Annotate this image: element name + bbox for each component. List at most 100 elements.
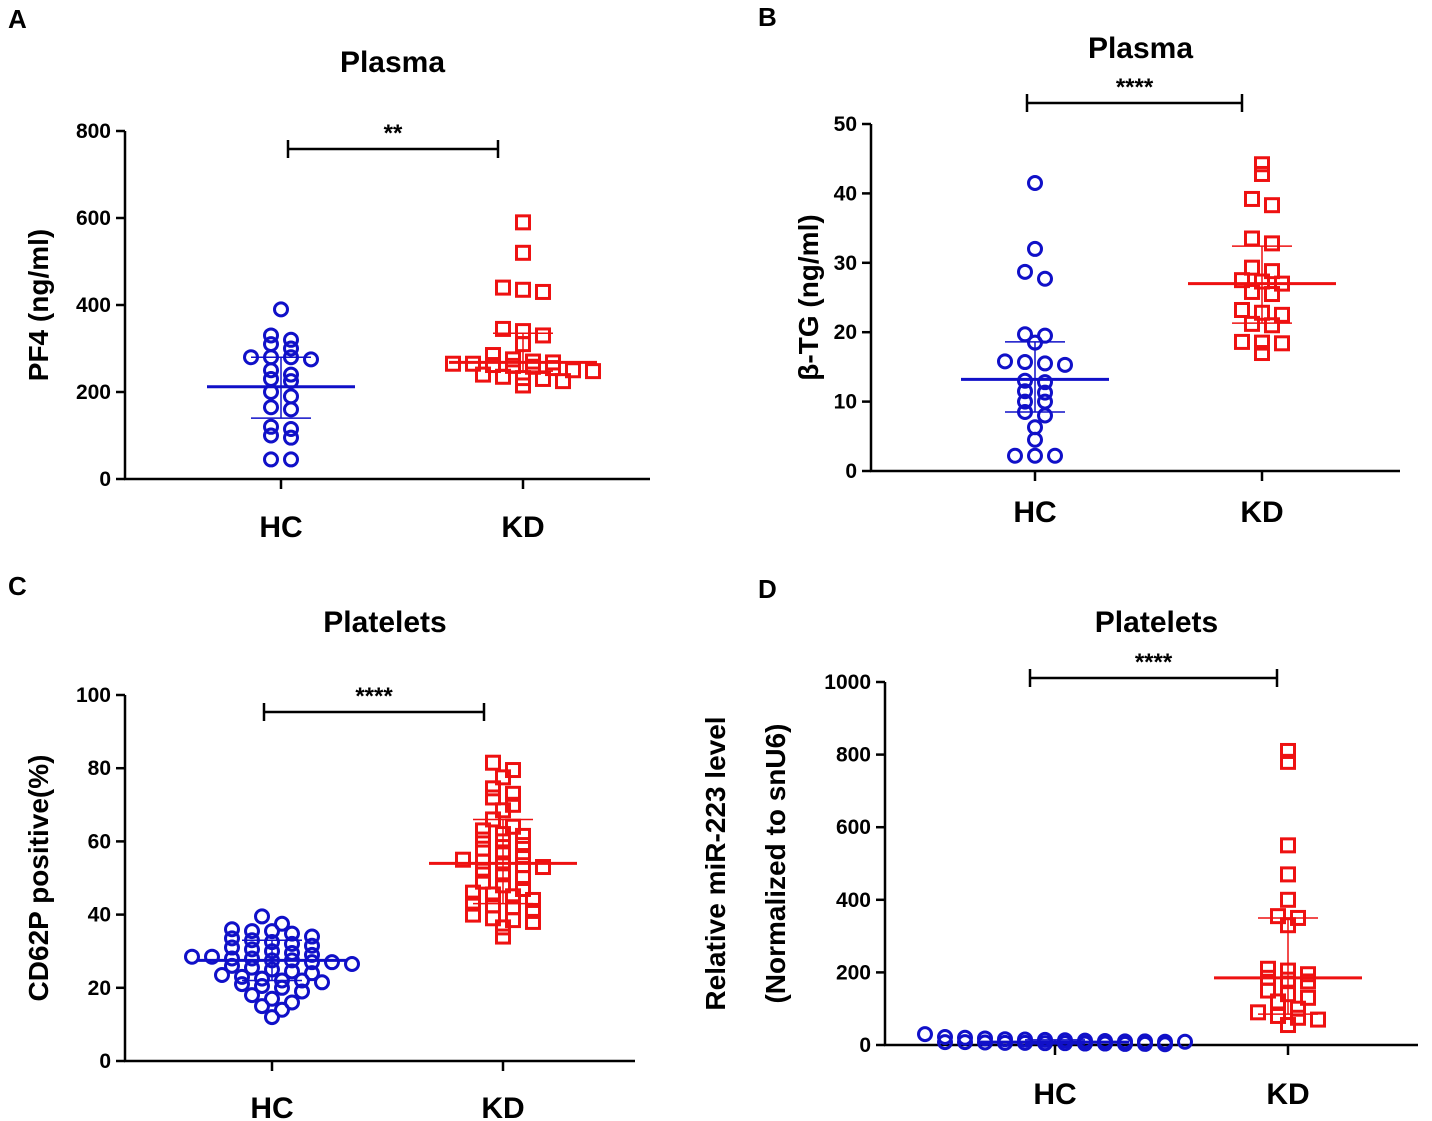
data-point	[283, 340, 299, 357]
chart-title: Platelets	[1095, 606, 1218, 639]
panel-c: C Platelets CD62P positive(%) 0 20 40 60 80 100 H…	[8, 571, 635, 1121]
data-point	[535, 327, 551, 344]
data-point	[304, 965, 320, 982]
data-point	[263, 327, 279, 344]
data-point	[1027, 431, 1043, 448]
data-point	[1280, 1017, 1296, 1034]
y-tick-label: 600	[76, 207, 111, 230]
data-point	[475, 831, 491, 848]
y-axis-label: Relative miR-223 level	[700, 716, 731, 1010]
data-point	[1037, 384, 1053, 401]
y-tick-label: 20	[88, 977, 111, 1000]
data-point	[283, 366, 299, 383]
data-point	[515, 244, 531, 261]
data-point	[1260, 982, 1276, 999]
data-point	[1157, 1036, 1173, 1053]
data-point	[1027, 240, 1043, 257]
y-tick-label: 400	[836, 889, 871, 912]
data-point	[314, 974, 330, 991]
y-tick-label: 0	[859, 1034, 871, 1057]
data-point	[455, 851, 471, 868]
significance-label: ****	[1135, 649, 1173, 676]
data-point	[937, 1034, 953, 1051]
data-point	[525, 358, 541, 375]
y-tick-label: 600	[836, 816, 871, 839]
y-tick-label: 10	[834, 391, 857, 414]
y-tick-label: 200	[76, 381, 111, 404]
x-category-label: HC	[250, 1092, 293, 1121]
data-point	[254, 998, 270, 1015]
data-point	[263, 336, 279, 353]
y-tick-label: 800	[836, 744, 871, 767]
significance-label: **	[384, 120, 403, 147]
data-point	[1027, 447, 1043, 464]
y-tick-label: 800	[76, 120, 111, 143]
data-point	[1234, 333, 1250, 350]
chart-title: Plasma	[1088, 32, 1193, 65]
data-point	[1280, 742, 1296, 759]
data-point	[1260, 960, 1276, 977]
data-point	[485, 789, 501, 806]
data-point	[1264, 197, 1280, 214]
data-point	[1300, 973, 1316, 990]
data-point	[515, 837, 531, 854]
data-point	[495, 769, 511, 786]
panel-a: A Plasma PF4 (ng/ml) 0 200 400 600 800 HC KD **	[8, 4, 650, 544]
data-point	[475, 853, 491, 870]
data-point	[1280, 837, 1296, 854]
data-point	[1037, 407, 1053, 424]
series-hc	[961, 174, 1109, 464]
data-point	[1264, 235, 1280, 252]
data-point	[515, 870, 531, 886]
data-point	[304, 954, 320, 971]
series-kd	[445, 214, 601, 394]
x-category-label: KD	[481, 1092, 524, 1121]
data-point	[224, 921, 240, 938]
y-tick-label: 60	[88, 830, 111, 853]
data-point	[515, 827, 531, 844]
data-point	[485, 754, 501, 771]
data-point	[1270, 908, 1286, 925]
data-point	[264, 923, 280, 940]
data-point	[485, 910, 501, 927]
data-point	[1254, 334, 1270, 351]
data-point	[535, 283, 551, 300]
data-point	[244, 987, 260, 1004]
panel-b: B Plasma β-TG (ng/ml) 0 10 20 30 40 50 HC KD ****	[758, 2, 1400, 529]
data-point	[505, 357, 521, 374]
data-point	[273, 301, 289, 318]
data-point	[224, 950, 240, 967]
data-point	[224, 939, 240, 956]
series-kd	[1188, 156, 1336, 362]
data-point	[324, 954, 340, 971]
data-point	[284, 963, 300, 980]
x-category-label: KD	[1240, 496, 1283, 529]
data-point	[283, 401, 299, 418]
data-point	[1254, 156, 1270, 173]
panel-letter: C	[8, 571, 27, 601]
data-point	[1310, 1011, 1326, 1028]
data-point	[555, 373, 571, 390]
series-hc	[184, 908, 360, 1026]
x-category-label: HC	[1013, 496, 1056, 529]
data-point	[1270, 1007, 1286, 1024]
data-point	[515, 377, 531, 394]
data-point	[283, 420, 299, 437]
data-point	[263, 427, 279, 444]
data-point	[284, 935, 300, 952]
data-point	[263, 451, 279, 468]
data-point	[244, 950, 260, 967]
data-point	[495, 279, 511, 296]
y-axis-label: β-TG (ng/ml)	[793, 214, 824, 380]
data-point	[244, 941, 260, 958]
data-point	[1244, 283, 1260, 300]
data-point	[1117, 1035, 1133, 1052]
data-point	[475, 366, 491, 383]
series-hc	[917, 1026, 1193, 1053]
data-point	[1244, 259, 1260, 276]
data-point	[495, 919, 511, 936]
data-point	[254, 977, 270, 994]
x-category-label: HC	[1033, 1078, 1076, 1111]
y-tick-label: 20	[834, 321, 857, 344]
